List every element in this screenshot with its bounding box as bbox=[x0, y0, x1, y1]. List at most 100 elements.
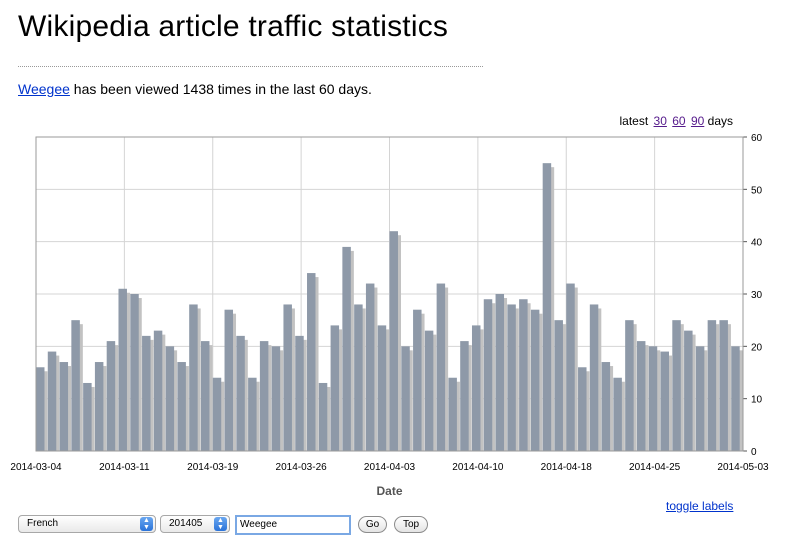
range-selector: latest 30 60 90 days bbox=[620, 114, 734, 128]
article-input[interactable]: Weegee bbox=[235, 515, 351, 535]
bar bbox=[578, 367, 587, 451]
page-title: Wikipedia article traffic statistics bbox=[18, 10, 449, 43]
bar bbox=[389, 231, 398, 451]
select-arrows-icon: ▲ ▼ bbox=[140, 517, 153, 531]
x-tick-label: 2014-03-26 bbox=[276, 462, 328, 473]
bar bbox=[36, 367, 45, 451]
bar bbox=[507, 304, 516, 451]
y-tick-label: 0 bbox=[751, 447, 757, 458]
range-prefix: latest bbox=[619, 114, 649, 128]
toggle-labels-link[interactable]: toggle labels bbox=[666, 499, 734, 513]
x-tick-label: 2014-03-19 bbox=[187, 462, 239, 473]
bar bbox=[672, 320, 681, 451]
bar bbox=[365, 283, 375, 451]
y-tick-label: 10 bbox=[751, 395, 763, 406]
x-tick-label: 2014-05-03 bbox=[717, 462, 769, 473]
range-90-link[interactable]: 90 bbox=[690, 114, 705, 128]
range-30-link[interactable]: 30 bbox=[653, 114, 667, 128]
y-tick-label: 20 bbox=[751, 342, 763, 353]
bar bbox=[307, 273, 316, 451]
bar bbox=[200, 341, 210, 451]
article-link[interactable]: Weegee bbox=[18, 81, 70, 97]
bar bbox=[413, 309, 422, 451]
bar bbox=[236, 335, 245, 451]
x-axis-label: Date bbox=[376, 484, 402, 498]
bar bbox=[530, 309, 540, 451]
bar bbox=[118, 288, 127, 451]
bar bbox=[566, 283, 575, 451]
bar bbox=[436, 283, 446, 451]
range-suffix: days bbox=[707, 114, 733, 128]
top-button[interactable]: Top bbox=[394, 516, 428, 533]
month-select[interactable]: 201405 ▲ ▼ bbox=[160, 515, 230, 533]
bar bbox=[636, 341, 646, 451]
bar bbox=[106, 341, 116, 451]
bar bbox=[707, 320, 717, 451]
y-tick-label: 40 bbox=[751, 238, 763, 249]
bar bbox=[660, 351, 670, 451]
bar bbox=[153, 330, 163, 451]
bar bbox=[212, 377, 222, 451]
bar bbox=[519, 299, 528, 451]
bar bbox=[47, 351, 57, 451]
plot-border bbox=[35, 136, 744, 452]
range-60-link[interactable]: 60 bbox=[672, 114, 686, 128]
y-tick-label: 60 bbox=[751, 133, 763, 144]
bar bbox=[601, 362, 611, 451]
bar bbox=[59, 362, 69, 451]
bar bbox=[460, 341, 469, 451]
bar bbox=[142, 335, 151, 451]
x-tick-label: 2014-04-03 bbox=[364, 462, 416, 473]
x-tick-label: 2014-03-04 bbox=[10, 462, 62, 473]
language-select[interactable]: French ▲ ▼ bbox=[18, 515, 156, 533]
bar bbox=[424, 330, 434, 451]
select-arrows-icon: ▲ ▼ bbox=[214, 517, 227, 531]
bar bbox=[589, 304, 599, 451]
bar bbox=[354, 304, 363, 451]
x-tick-label: 2014-04-25 bbox=[629, 462, 681, 473]
bar bbox=[71, 320, 80, 451]
bar bbox=[130, 294, 139, 451]
bar bbox=[271, 346, 281, 451]
bar bbox=[377, 325, 387, 451]
bar bbox=[295, 335, 304, 451]
bar bbox=[448, 377, 457, 451]
x-tick-label: 2014-04-18 bbox=[541, 462, 593, 473]
bar bbox=[189, 304, 198, 451]
y-tick-label: 50 bbox=[751, 185, 763, 196]
month-select-value: 201405 bbox=[169, 518, 203, 529]
bar bbox=[318, 382, 328, 451]
go-button[interactable]: Go bbox=[358, 516, 387, 533]
x-tick-label: 2014-03-11 bbox=[99, 462, 150, 473]
bar bbox=[731, 346, 740, 451]
traffic-bar-chart: 0 10 20 30 40 50 60 2014-03-04 2014-03-11 2014-03… bbox=[10, 133, 769, 498]
bar bbox=[695, 346, 705, 451]
bar bbox=[83, 382, 92, 451]
bar bbox=[684, 330, 693, 451]
bar bbox=[283, 304, 292, 451]
bar bbox=[483, 299, 493, 451]
language-select-value: French bbox=[27, 518, 59, 529]
bar bbox=[719, 320, 728, 451]
bar bbox=[625, 320, 634, 451]
bar bbox=[248, 377, 257, 451]
bar bbox=[342, 246, 351, 451]
bar bbox=[177, 362, 186, 451]
bar bbox=[330, 325, 340, 451]
bar bbox=[94, 362, 104, 451]
bar bbox=[471, 325, 481, 451]
y-tick-label: 30 bbox=[751, 290, 763, 301]
bar bbox=[495, 294, 505, 451]
bar bbox=[542, 163, 552, 451]
x-tick-label: 2014-04-10 bbox=[452, 462, 504, 473]
title-divider bbox=[18, 66, 483, 67]
bar bbox=[259, 341, 269, 451]
bar bbox=[648, 346, 658, 451]
bar bbox=[613, 377, 622, 451]
bar bbox=[165, 346, 175, 451]
view-summary: Weegee has been viewed 1438 times in the… bbox=[18, 81, 372, 97]
bar bbox=[224, 309, 234, 451]
summary-text: has been viewed 1438 times in the last 6… bbox=[69, 81, 372, 97]
bar bbox=[554, 320, 563, 451]
bar bbox=[401, 346, 410, 451]
